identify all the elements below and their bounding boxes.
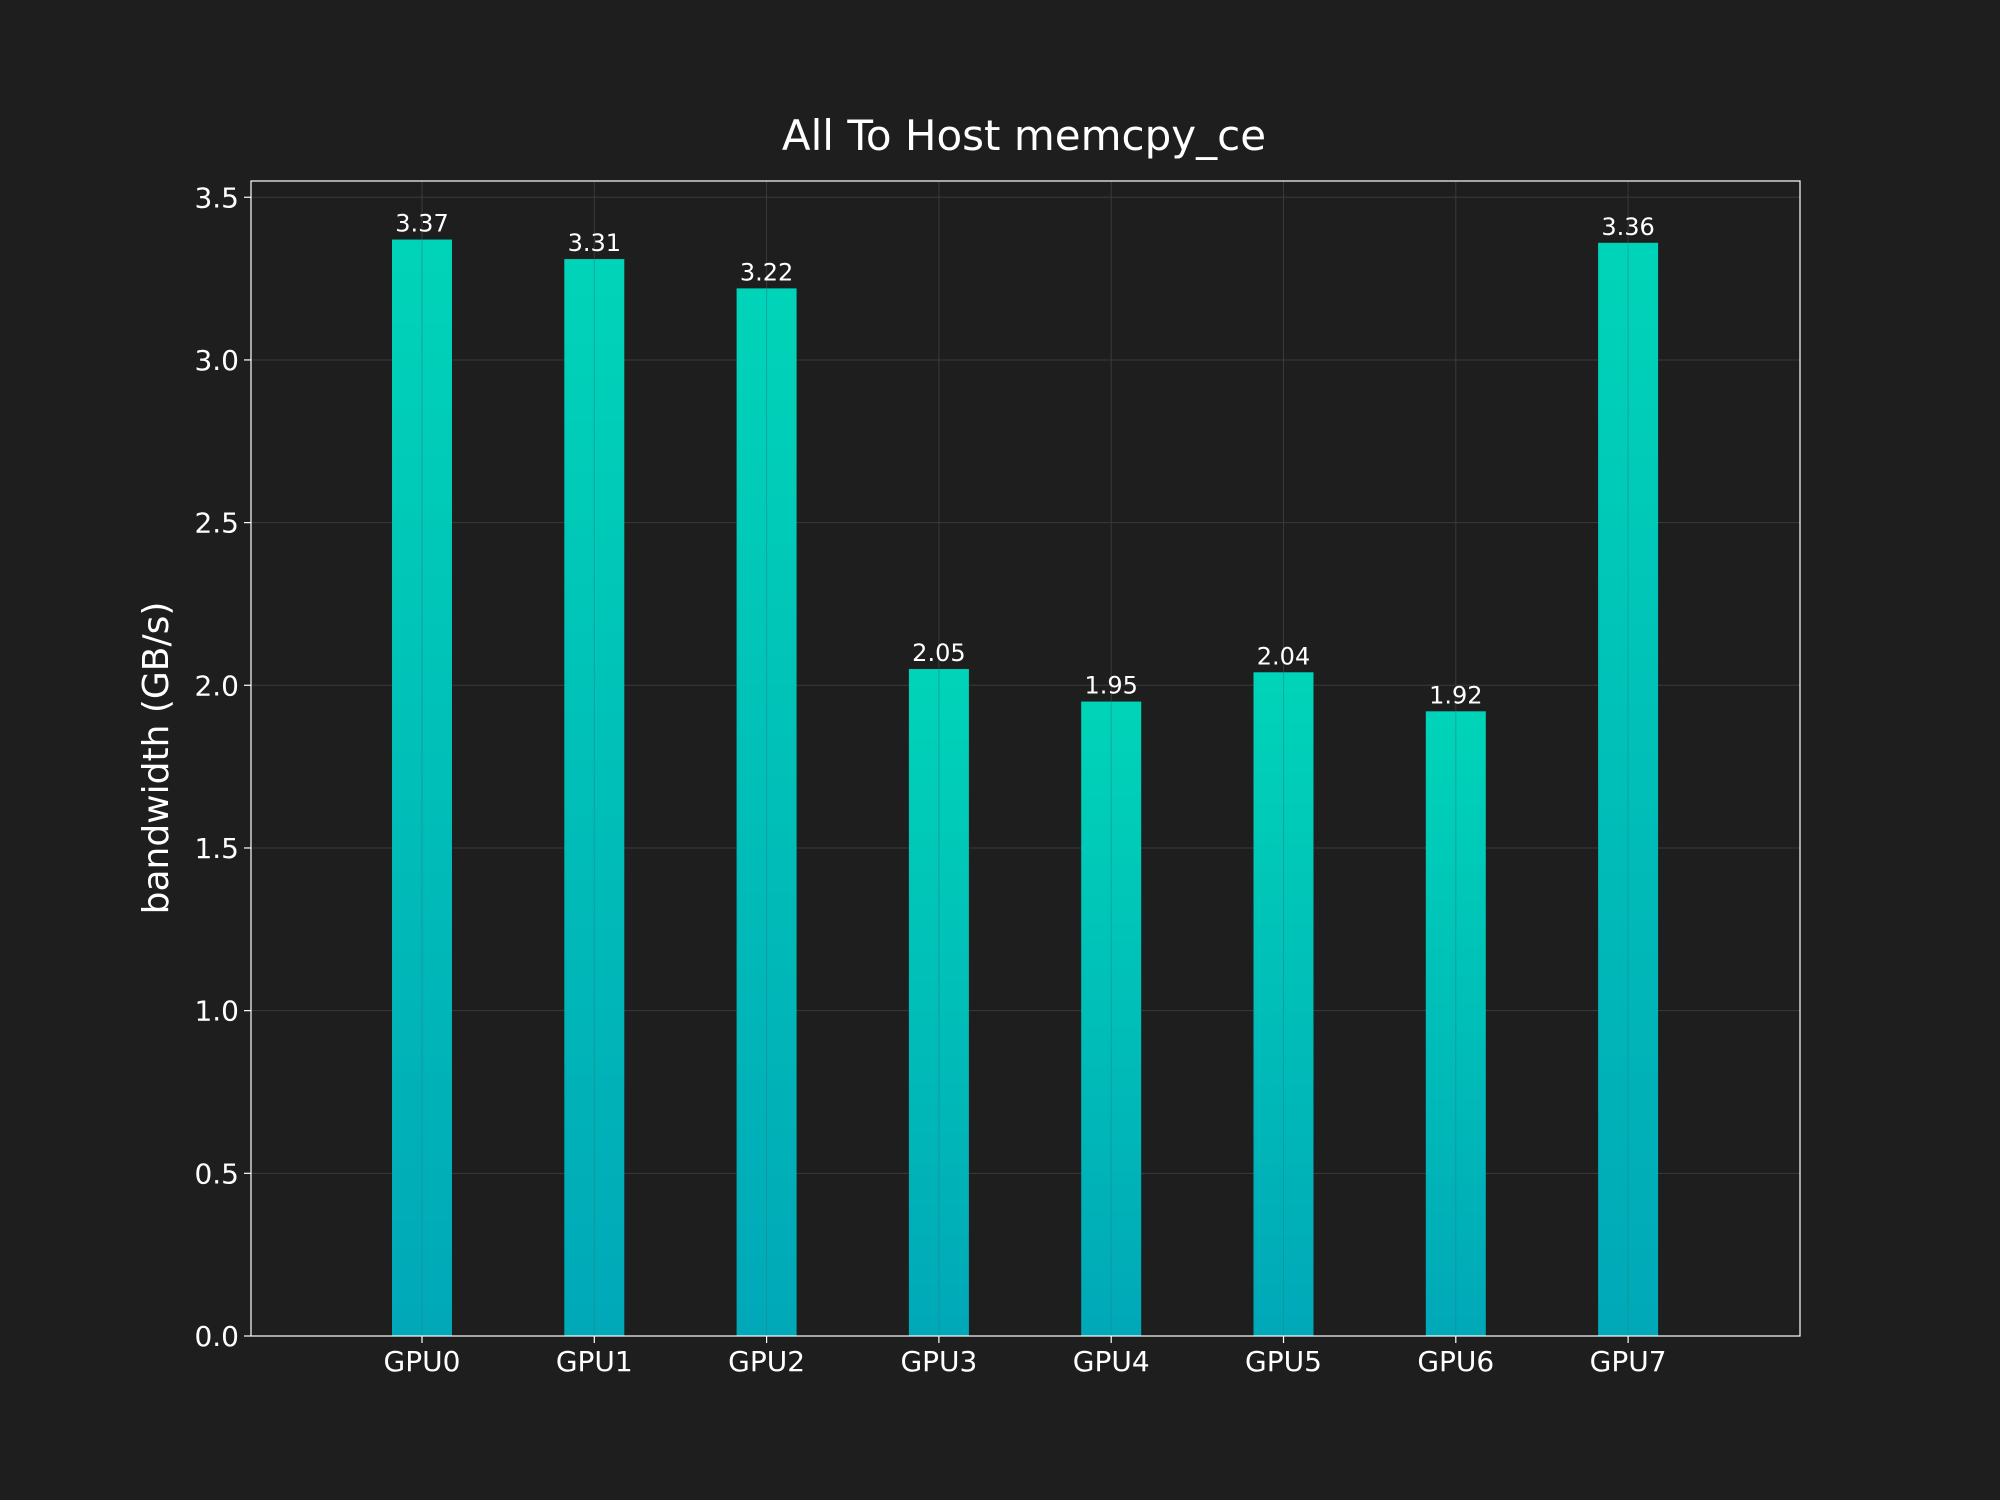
x-tick-label: GPU2 bbox=[728, 1345, 805, 1378]
value-label: 3.36 bbox=[1601, 213, 1654, 241]
y-tick-label: 1.5 bbox=[194, 832, 239, 865]
y-tick-label: 0.5 bbox=[194, 1157, 239, 1190]
plot-frame bbox=[250, 180, 1801, 1337]
x-tick-label: GPU6 bbox=[1417, 1345, 1494, 1378]
value-label: 2.04 bbox=[1257, 642, 1310, 670]
y-tick-label: 1.0 bbox=[194, 995, 239, 1028]
value-label: 3.22 bbox=[740, 258, 793, 286]
x-tick-label: GPU1 bbox=[556, 1345, 633, 1378]
chart-title: All To Host memcpy_ce bbox=[782, 111, 1266, 160]
x-tick-label: GPU7 bbox=[1590, 1345, 1667, 1378]
x-tick-label: GPU3 bbox=[900, 1345, 977, 1378]
value-label: 1.95 bbox=[1084, 672, 1137, 700]
y-tick-label: 3.0 bbox=[194, 344, 239, 377]
y-tick-label: 2.5 bbox=[194, 507, 239, 540]
y-tick-label: 0.0 bbox=[194, 1320, 239, 1353]
value-label: 1.92 bbox=[1429, 681, 1482, 709]
value-label: 3.37 bbox=[395, 210, 448, 238]
y-tick-label: 3.5 bbox=[194, 181, 239, 214]
x-tick-label: GPU4 bbox=[1073, 1345, 1150, 1378]
x-tick-label: GPU0 bbox=[384, 1345, 461, 1378]
x-tick-label: GPU5 bbox=[1245, 1345, 1322, 1378]
value-label: 2.05 bbox=[912, 639, 965, 667]
axis-ticks: 0.0 0.5 1.0 1.5 2.0 2.5 3.0 3.5 GPU0 GPU1 GPU2 GPU3… bbox=[194, 181, 1666, 1378]
y-tick-label: 2.0 bbox=[194, 669, 239, 702]
grid bbox=[251, 181, 1800, 1337]
bars bbox=[392, 239, 1659, 1337]
value-label: 3.31 bbox=[568, 229, 621, 257]
value-labels: 3.37 3.31 3.22 2.05 1.95 2.04 1.92 3.36 bbox=[395, 210, 1655, 710]
y-axis-label: bandwidth (GB/s) bbox=[136, 602, 177, 915]
